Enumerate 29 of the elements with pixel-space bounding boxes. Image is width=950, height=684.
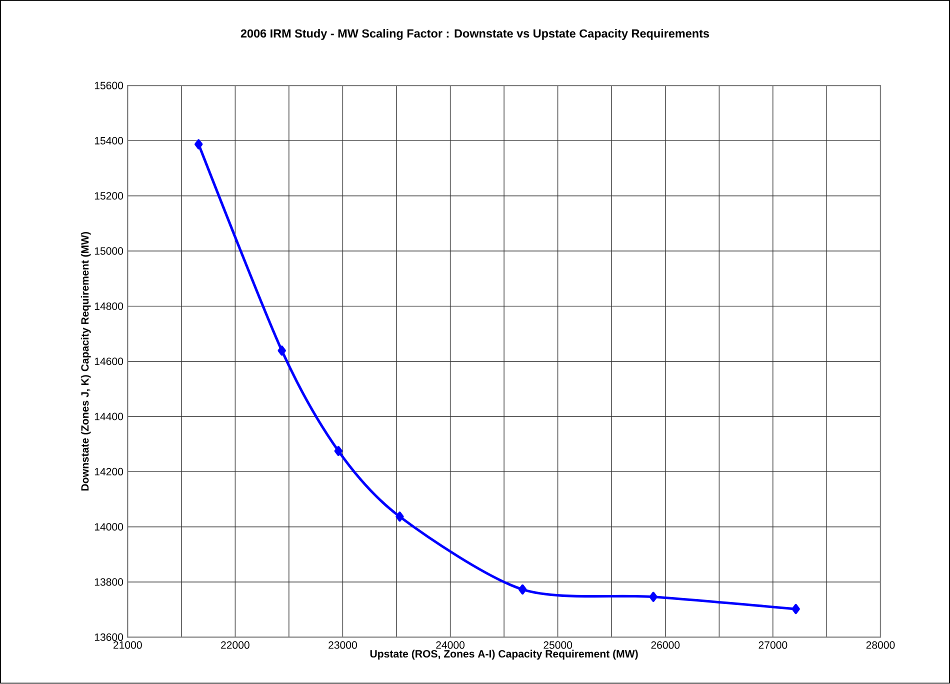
y-tick-label: 15200 [94, 192, 124, 200]
y-tick-label: 14200 [94, 468, 124, 476]
y-tick-label: 15400 [94, 137, 124, 145]
y-axis-title: Downstate (Zones J, K) Capacity Requirement (MW) [80, 232, 91, 491]
y-tick-label: 13600 [94, 634, 124, 642]
x-tick-label: 26000 [651, 641, 680, 649]
point [518, 584, 527, 595]
x-axis-title: Upstate (ROS, Zones A-I) Capacity Requirement (MW) [370, 650, 638, 660]
x-tick-label: 21000 [113, 641, 142, 649]
y-tick-label: 14600 [94, 358, 124, 366]
y-tick-label: 14800 [94, 302, 124, 310]
x-tick-label: 23000 [328, 641, 357, 649]
point [278, 346, 286, 356]
y-tick-label: 13800 [94, 578, 124, 586]
chart-title: 2006 IRM Study - MW Scaling Factor : Downstate vs Upstate Capacity Requirements [240, 29, 710, 40]
point [792, 604, 800, 614]
point [334, 446, 343, 456]
x-tick-label: 24000 [436, 641, 465, 649]
y-tick-label: 14400 [94, 412, 124, 420]
point [194, 139, 203, 150]
y-tick-label: 15600 [94, 82, 124, 90]
point [396, 512, 404, 522]
x-tick-label: 28000 [866, 641, 895, 649]
x-tick-label: 27000 [758, 641, 788, 649]
y-tick-label: 14000 [94, 523, 124, 531]
x-tick-label: 22000 [221, 641, 250, 649]
y-tick-label: 15000 [94, 247, 124, 255]
x-tick-label: 25000 [544, 641, 572, 649]
point [649, 592, 658, 602]
